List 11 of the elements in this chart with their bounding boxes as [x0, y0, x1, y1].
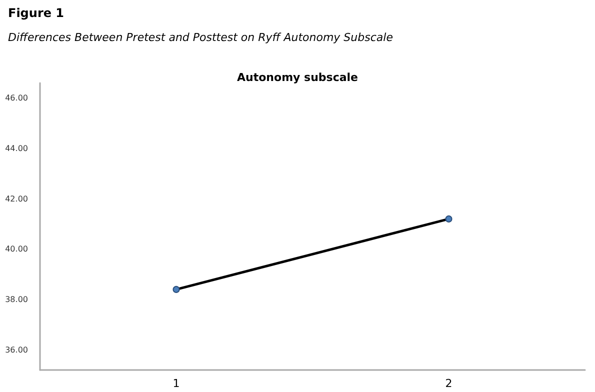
chart-subtitle: Differences Between Pretest and Posttest on Ryff Autonomy Subscale [8, 31, 394, 44]
y-tick-label: 38.00 [5, 295, 28, 304]
annotation: Autonomy subscale [237, 71, 358, 84]
chart-title: Figure 1 [8, 6, 64, 20]
y-tick-label: 44.00 [5, 144, 28, 153]
y-tick-label: 40.00 [5, 244, 28, 254]
y-tick-label: 36.00 [5, 345, 28, 354]
x-tick-label: 2 [445, 377, 452, 390]
x-tick-label: 1 [172, 377, 180, 390]
y-tick-label: 46.00 [5, 94, 28, 103]
y-tick-label: 42.00 [5, 194, 28, 204]
